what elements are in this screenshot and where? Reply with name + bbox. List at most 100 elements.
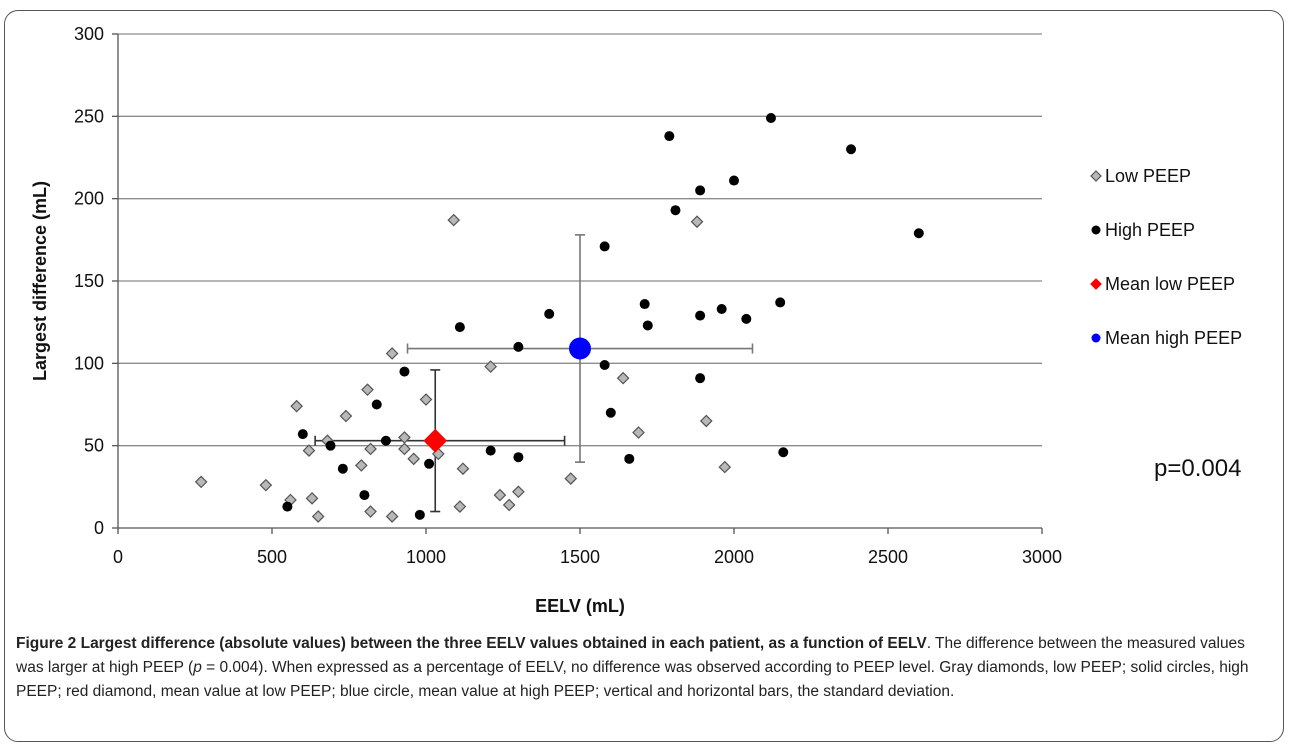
low-peep-point [290,399,303,413]
low-peep-point [385,347,399,360]
high-peep-point [670,205,681,216]
x-tick-label: 2000 [714,547,754,567]
y-tick-label: 250 [74,106,104,126]
high-peep-point [399,366,410,377]
high-peep-point [359,490,370,501]
gridlines [118,33,1042,447]
low-peep-point [339,409,353,423]
low-peep-point [484,360,498,373]
high-peep-point [599,359,610,370]
low-peep-point [512,485,525,499]
legend: Low PEEP High PEEP Mean low PEEP Mean high … [1090,166,1242,348]
low-peep-point [419,393,433,406]
error-bars [314,234,754,513]
legend-label: Low PEEP [1105,166,1191,186]
figure-frame [4,10,1284,742]
high-peep-point [485,445,496,456]
caption-label: Figure 2 Largest difference (absolute va… [16,635,927,652]
caption-text-1: . The difference between the measured va… [16,635,1245,676]
high-peep-point [642,320,653,331]
high-peep-point [337,463,348,474]
high-peep-point [664,131,675,142]
high-peep-point [424,458,435,469]
high-peep-point [454,322,465,333]
high-peep-point [599,241,610,252]
low-peep-point [364,442,377,456]
high-peep-point [371,399,382,410]
legend-label: High PEEP [1105,220,1195,240]
high-peep-point [380,435,391,446]
low-peep-point [398,431,411,444]
mean-low-peep-point [423,428,448,453]
figure-caption: Figure 2 Largest difference (absolute va… [16,632,1276,704]
high-peep-point [513,341,524,352]
p-value-annotation: p=0.004 [1154,455,1241,482]
x-tick-label: 1000 [406,547,446,567]
high-peep-point [639,299,650,310]
high-peep-point [544,308,555,319]
low-peep-point [699,414,713,428]
high-peep-point [729,175,739,186]
high-peep-point [624,453,635,464]
low-peep-point [305,492,319,505]
caption-p-symbol: p [193,659,202,676]
high-peep-point [297,429,308,440]
legend-label: Mean low PEEP [1105,274,1235,294]
high-peep-point [765,112,776,123]
mean-high-peep-point [569,337,591,360]
low-peep-point [311,510,325,523]
x-tick-label: 1500 [560,547,600,567]
low-peep-point [632,426,645,439]
low-peep-point [259,478,273,492]
low-peep-point [398,442,411,456]
high-peep-point [282,501,293,512]
high-peep-point [513,452,524,463]
high-peep-point [716,303,727,314]
y-axis-title: Largest difference (mL) [30,181,50,381]
low-peep-point [354,459,368,472]
high-peep-point [605,407,616,418]
high-peep-point [741,313,752,324]
y-tick-label: 100 [74,353,104,373]
low-peep-point [690,215,704,229]
low-peep-point [718,460,732,474]
legend-marker [1090,170,1102,182]
low-peep-point [456,462,470,476]
high-peep-point [913,228,924,239]
high-peep-point [775,297,786,308]
y-tick-label: 50 [84,436,104,456]
high-peep-point [695,185,706,196]
low-peep-point [453,500,467,513]
low-peep-point [361,383,374,397]
low-peep-point [407,452,421,466]
high-peep-point [846,144,857,155]
y-tick-label: 300 [74,24,104,44]
low-peep-point [493,488,507,502]
low-peep-point [194,475,208,489]
low-peep-point [564,472,578,485]
legend-label: Mean high PEEP [1105,328,1242,348]
x-tick-label: 0 [113,547,123,567]
low-peep-point [616,371,630,385]
high-peep-point [695,373,706,384]
high-peep-point [695,310,706,321]
low-peep-point [502,498,516,512]
legend-marker [1090,278,1102,290]
x-tick-label: 3000 [1022,547,1062,567]
low-peep-point [385,510,399,523]
high-peep-point [414,509,425,520]
x-axis-title: EELV (mL) [535,596,625,616]
low-peep-point [364,505,377,518]
high-peep-point [778,447,789,458]
legend-marker [1091,225,1101,235]
y-tick-label: 0 [94,518,104,538]
y-tick-label: 150 [74,271,104,291]
data-points [194,112,924,523]
caption-text-2: = 0.004). When expressed as a percentage… [16,659,1249,700]
y-tick-label: 200 [74,189,104,209]
high-peep-point [325,440,336,451]
legend-marker [1091,333,1101,343]
x-tick-label: 500 [257,547,287,567]
